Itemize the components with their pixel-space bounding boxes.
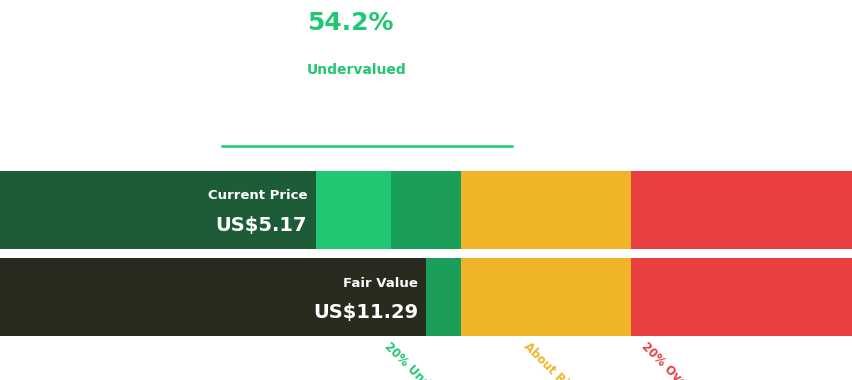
Text: Current Price: Current Price (207, 189, 307, 203)
Text: 20% Undervalued: 20% Undervalued (381, 340, 473, 380)
Bar (390, 171, 460, 249)
Bar (0, 171, 315, 249)
Text: US$11.29: US$11.29 (313, 303, 417, 322)
Text: About Right: About Right (521, 340, 585, 380)
Bar (630, 258, 852, 336)
Bar (460, 258, 630, 336)
Bar (630, 171, 852, 249)
Bar (0, 258, 390, 336)
Text: US$5.17: US$5.17 (216, 216, 307, 235)
Bar (0, 258, 426, 336)
Text: Fair Value: Fair Value (343, 277, 417, 290)
Text: 54.2%: 54.2% (307, 11, 393, 35)
Bar (460, 171, 630, 249)
Text: Undervalued: Undervalued (307, 63, 406, 77)
Bar (0, 171, 390, 249)
Point (506, 144, 516, 149)
Point (216, 144, 227, 149)
Bar (390, 258, 460, 336)
Text: 20% Overvalued: 20% Overvalued (638, 340, 723, 380)
